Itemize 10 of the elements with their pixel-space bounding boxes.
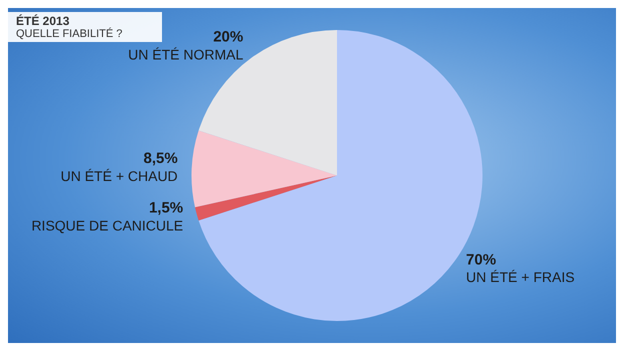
slice-label: UN ÉTÉ NORMAL [128,46,244,62]
slice-label: UN ÉTÉ + FRAIS [466,269,575,286]
data-label: 20% [213,28,244,46]
data-label: 1,5% [148,200,184,217]
data-label: 8,5% [143,150,178,168]
slice-label: RISQUE DE CANICULE [31,217,184,234]
slice-label: UN ÉTÉ + CHAUD [60,168,178,184]
chart-subtitle: QUELLE FIABILITÉ ? [16,28,122,40]
data-label: 70% [466,251,496,268]
chart-title: ÉTÉ 2013 [16,14,70,28]
